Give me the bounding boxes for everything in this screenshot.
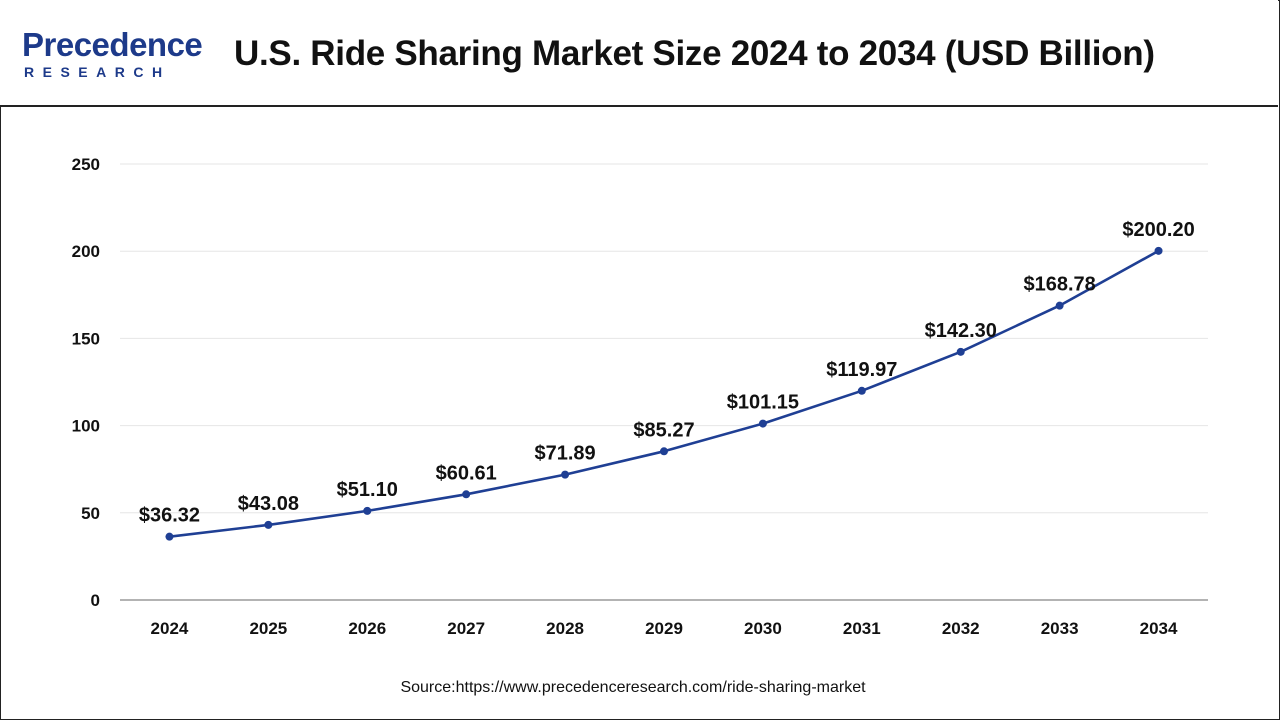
y-tick-label: 150 <box>72 329 100 348</box>
page-title: U.S. Ride Sharing Market Size 2024 to 20… <box>234 34 1155 73</box>
data-label: $43.08 <box>238 493 299 515</box>
x-tick-label: 2029 <box>645 619 683 638</box>
data-point <box>264 520 273 529</box>
data-label: $142.30 <box>925 320 997 342</box>
data-label: $168.78 <box>1023 274 1095 296</box>
data-point <box>165 532 174 541</box>
data-label: $51.10 <box>337 479 398 501</box>
data-point <box>660 447 668 456</box>
x-tick-label: 2028 <box>546 619 584 638</box>
header: Precedence RESEARCH U.S. Ride Sharing Ma… <box>0 0 1278 107</box>
data-point <box>363 506 372 515</box>
data-points <box>165 246 1163 541</box>
y-tick-label: 0 <box>91 591 100 610</box>
data-point <box>956 347 965 356</box>
series-line-group <box>169 249 1160 538</box>
y-tick-label: 200 <box>72 242 100 261</box>
data-labels: $36.32 $43.08 $51.10 $60.61 $71.89 $85.27 $101… <box>139 219 1195 527</box>
source-note: Source:https://www.precedenceresearch.co… <box>400 679 866 696</box>
data-label: $200.20 <box>1122 219 1194 241</box>
y-tick-label: 100 <box>72 417 100 436</box>
line-chart: 0 50 100 150 200 250 2024 2025 2026 2027 2028 2029 2… <box>72 155 1208 638</box>
axes: 0 50 100 150 200 250 2024 2025 2026 2027 2028 2029 2… <box>72 155 1208 638</box>
x-tick-label: 2025 <box>249 619 287 638</box>
data-point <box>1055 301 1064 310</box>
data-label: $71.89 <box>535 443 596 465</box>
x-tick-label: 2030 <box>744 619 782 638</box>
series-line <box>169 249 1160 538</box>
data-label: $101.15 <box>727 392 799 414</box>
x-tick-label: 2027 <box>447 619 485 638</box>
data-label: $119.97 <box>826 359 897 381</box>
brand-name: Precedence <box>22 26 203 63</box>
data-point <box>758 419 767 428</box>
x-tick-label: 2034 <box>1140 619 1178 638</box>
x-tick-label: 2031 <box>843 619 881 638</box>
y-tick-label: 250 <box>72 155 100 174</box>
x-tick-label: 2032 <box>942 619 980 638</box>
x-tick-label: 2033 <box>1041 619 1079 638</box>
x-tick-label: 2024 <box>151 619 189 638</box>
brand-logo: Precedence RESEARCH <box>22 28 212 82</box>
y-tick-label: 50 <box>81 504 100 523</box>
grid-lines <box>120 163 1208 514</box>
x-tick-label: 2026 <box>348 619 386 638</box>
brand-subtitle: RESEARCH <box>24 64 171 80</box>
data-label: $36.32 <box>139 505 200 527</box>
data-point <box>1154 246 1163 255</box>
data-label: $60.61 <box>436 462 497 484</box>
data-label: $85.27 <box>633 419 694 441</box>
data-point <box>561 470 570 479</box>
data-point <box>857 386 866 395</box>
data-point <box>462 490 471 499</box>
